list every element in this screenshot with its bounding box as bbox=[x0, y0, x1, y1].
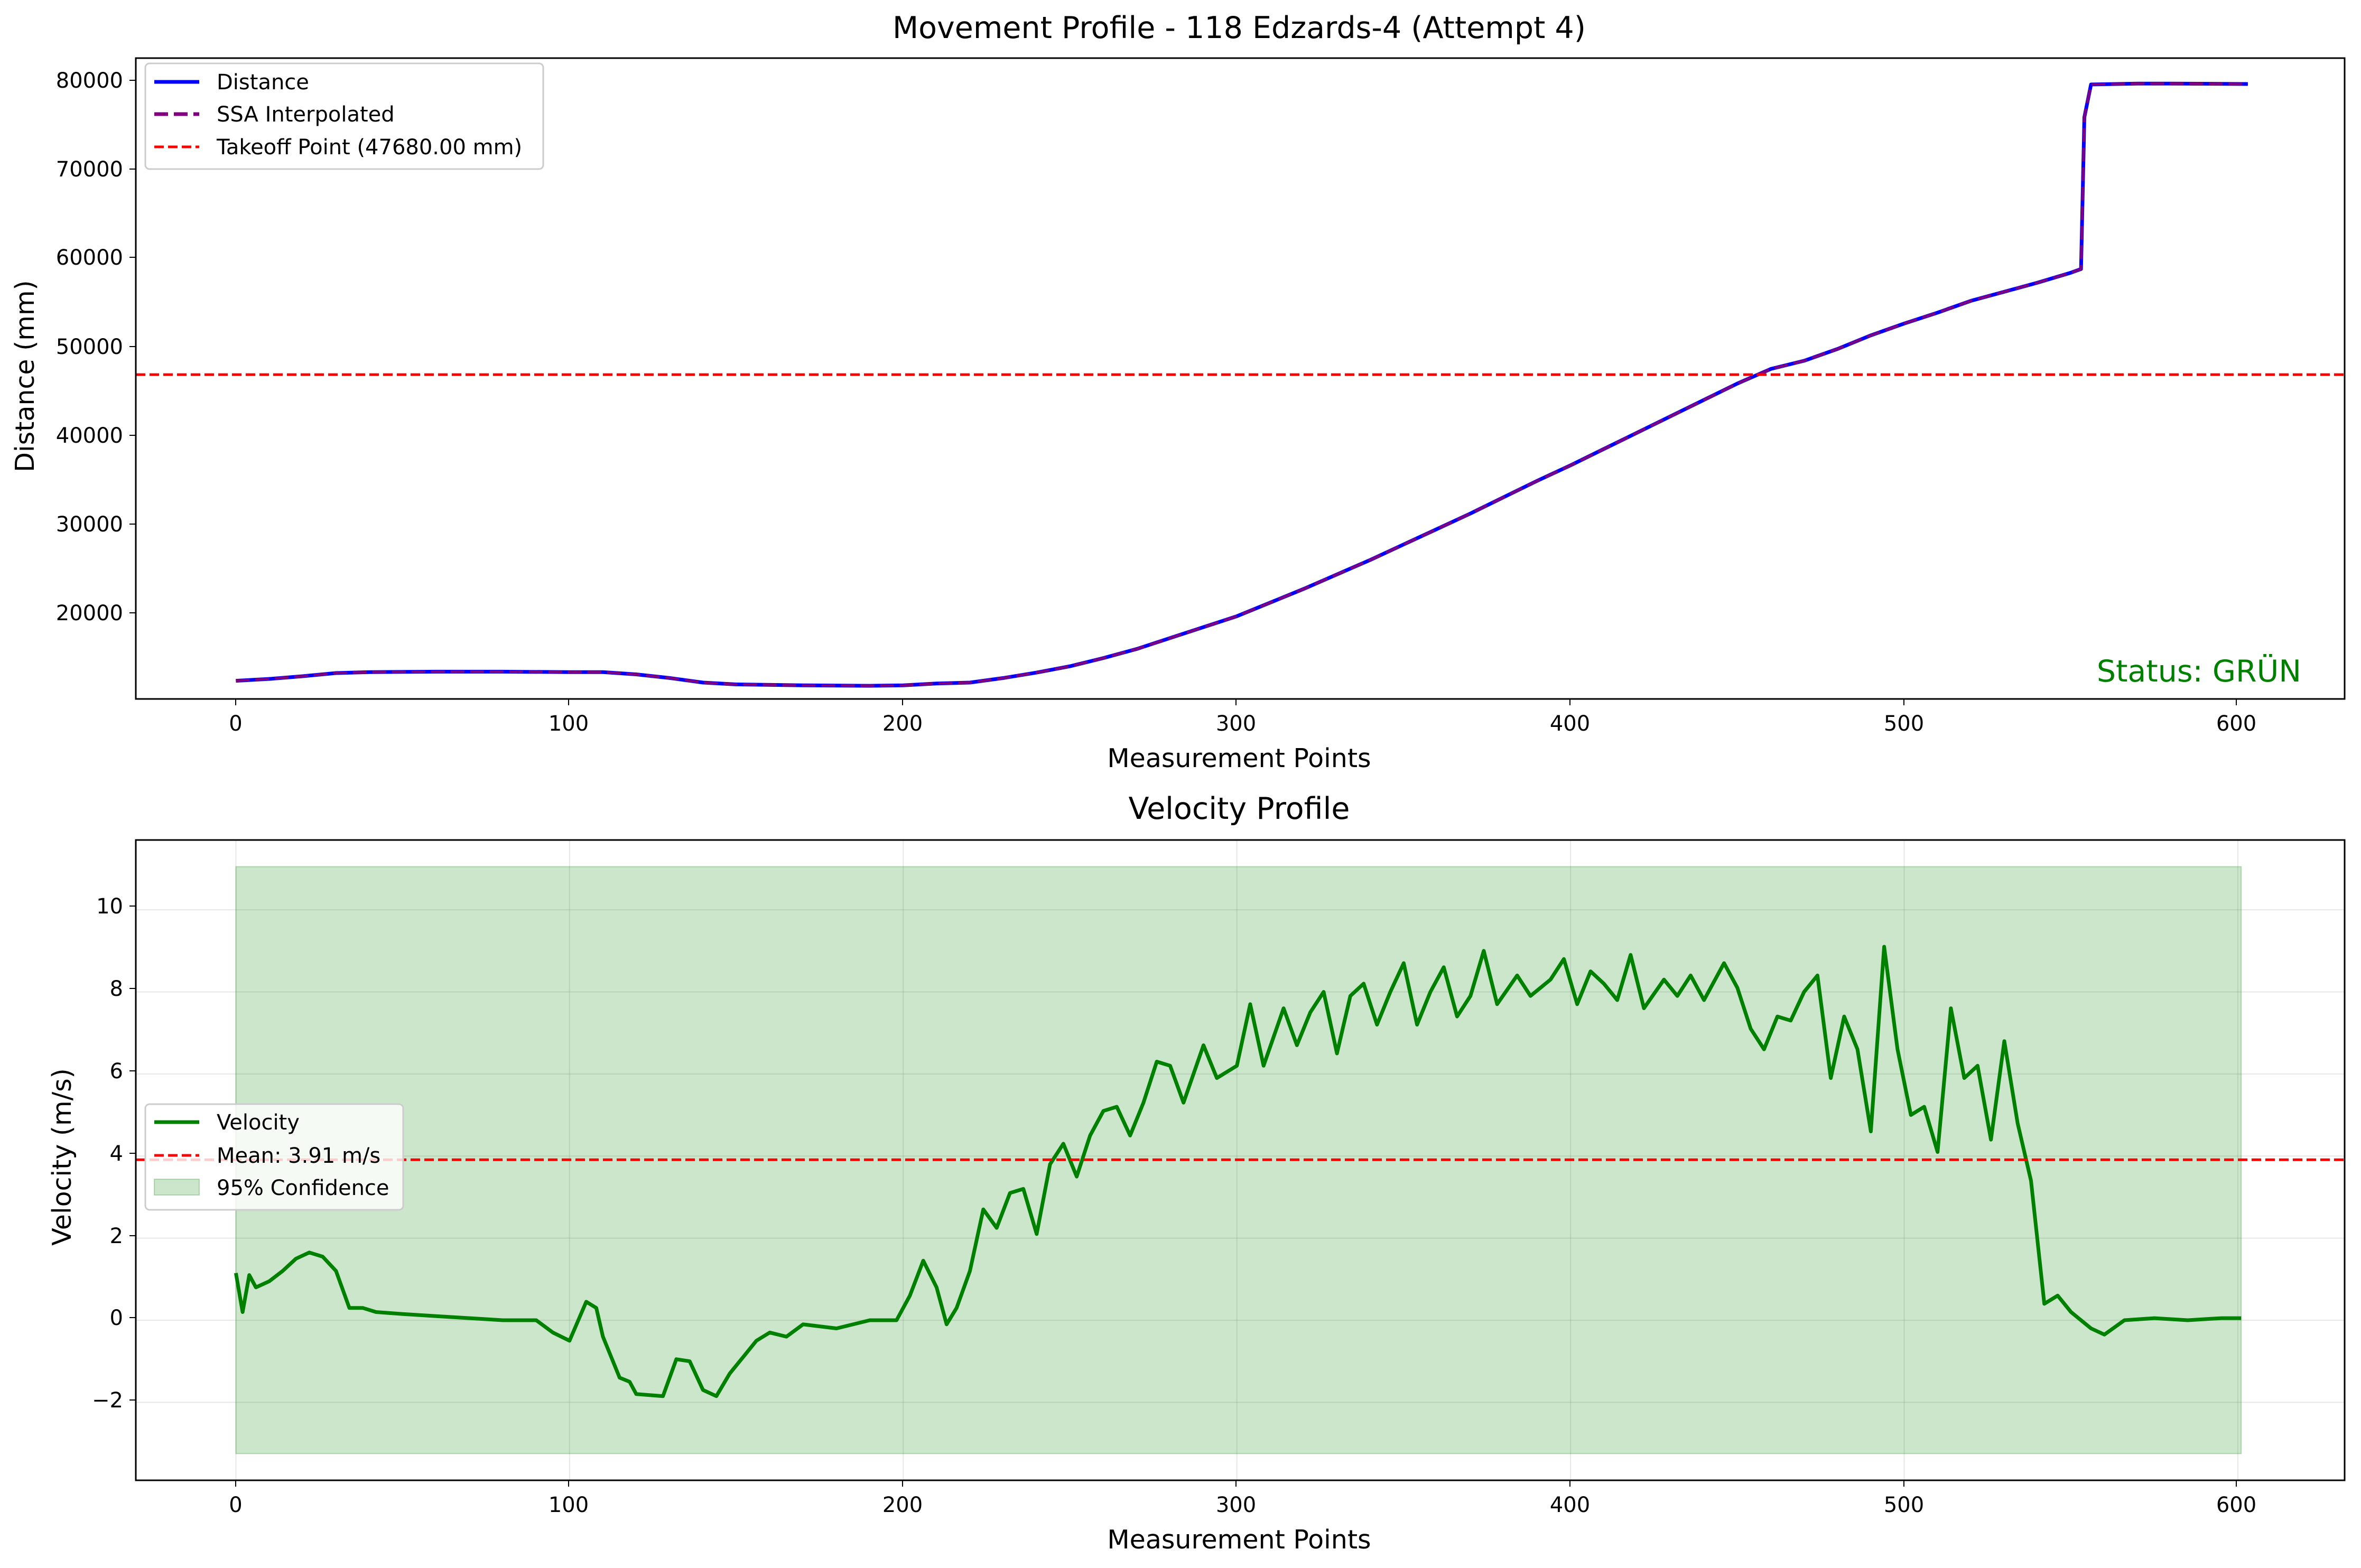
velocity-x-ticks: 0 100 200 300 400 500 600 bbox=[229, 1480, 2256, 1517]
velocity-x-tick-label: 600 bbox=[2216, 1493, 2256, 1517]
velocity-y-tick-label: 0 bbox=[110, 1306, 123, 1330]
velocity-legend: Velocity Mean: 3.91 m/s 95% Confidence bbox=[144, 1103, 404, 1211]
velocity-x-tick-label: 400 bbox=[1550, 1493, 1590, 1517]
distance-chart-title: Movement Profile - 118 Edzards-4 (Attemp… bbox=[893, 11, 1586, 45]
legend-label-ssa: SSA Interpolated bbox=[217, 102, 395, 127]
distance-x-ticks: 0 100 200 300 400 500 600 bbox=[229, 699, 2256, 736]
legend-box bbox=[144, 1103, 404, 1211]
velocity-y-tick-label: 4 bbox=[110, 1142, 123, 1166]
legend-box bbox=[144, 62, 544, 170]
distance-y-tick-label: 30000 bbox=[56, 512, 123, 537]
legend-label-mean: Mean: 3.91 m/s bbox=[217, 1144, 380, 1168]
velocity-y-tick-label: −2 bbox=[92, 1388, 123, 1413]
velocity-axes-frame bbox=[135, 839, 2346, 1481]
distance-y-tick-label: 40000 bbox=[56, 424, 123, 448]
velocity-x-tick-label: 200 bbox=[882, 1493, 923, 1517]
distance-series-line bbox=[236, 81, 2248, 688]
velocity-chart: Velocity Profile 0 100 200 300 400 500 6… bbox=[47, 791, 2346, 1555]
velocity-plot-area bbox=[136, 840, 2345, 1480]
velocity-y-tick-label: 8 bbox=[110, 977, 123, 1001]
velocity-x-axis-label: Measurement Points bbox=[1107, 1525, 1371, 1555]
velocity-chart-title: Velocity Profile bbox=[1129, 791, 1350, 826]
legend-label-takeoff: Takeoff Point (47680.00 mm) bbox=[216, 135, 522, 160]
distance-y-ticks: 20000 30000 40000 50000 60000 70000 8000… bbox=[56, 69, 136, 626]
distance-x-tick-label: 600 bbox=[2216, 712, 2256, 736]
legend-swatch-confidence bbox=[154, 1179, 200, 1196]
distance-chart: Movement Profile - 118 Edzards-4 (Attemp… bbox=[10, 11, 2346, 773]
distance-x-tick-label: 200 bbox=[882, 712, 923, 736]
distance-x-tick-label: 500 bbox=[1884, 712, 1924, 736]
distance-y-tick-label: 50000 bbox=[56, 335, 123, 359]
velocity-series-line bbox=[234, 945, 2242, 1398]
distance-legend: Distance SSA Interpolated Takeoff Point … bbox=[144, 62, 544, 170]
velocity-y-tick-label: 2 bbox=[110, 1224, 123, 1248]
velocity-y-tick-label: 6 bbox=[110, 1059, 123, 1084]
velocity-y-axis-label: Velocity (m/s) bbox=[47, 1068, 77, 1246]
velocity-y-ticks: −2 0 2 4 6 8 10 bbox=[92, 894, 136, 1413]
distance-y-tick-label: 80000 bbox=[56, 69, 123, 93]
velocity-y-tick-label: 10 bbox=[96, 894, 123, 919]
distance-y-tick-label: 60000 bbox=[56, 246, 123, 270]
distance-y-tick-label: 20000 bbox=[56, 601, 123, 626]
legend-label-confidence: 95% Confidence bbox=[217, 1176, 389, 1200]
ssa-interpolated-series-line bbox=[236, 82, 2248, 687]
distance-axes-frame bbox=[135, 57, 2346, 700]
velocity-x-tick-label: 500 bbox=[1884, 1493, 1924, 1517]
distance-plot-area bbox=[136, 81, 2345, 688]
distance-x-tick-label: 300 bbox=[1216, 712, 1256, 736]
distance-x-tick-label: 0 bbox=[229, 712, 242, 736]
distance-x-tick-label: 400 bbox=[1550, 712, 1590, 736]
velocity-x-tick-label: 100 bbox=[549, 1493, 589, 1517]
velocity-x-tick-label: 0 bbox=[229, 1493, 242, 1517]
legend-label-velocity: Velocity bbox=[217, 1110, 300, 1135]
distance-y-tick-label: 70000 bbox=[56, 157, 123, 182]
distance-x-axis-label: Measurement Points bbox=[1107, 743, 1371, 773]
status-annotation: Status: GRÜN bbox=[2097, 654, 2301, 689]
distance-y-axis-label: Distance (mm) bbox=[10, 280, 40, 472]
legend-label-distance: Distance bbox=[217, 70, 309, 95]
distance-x-tick-label: 100 bbox=[549, 712, 589, 736]
velocity-x-tick-label: 300 bbox=[1216, 1493, 1256, 1517]
